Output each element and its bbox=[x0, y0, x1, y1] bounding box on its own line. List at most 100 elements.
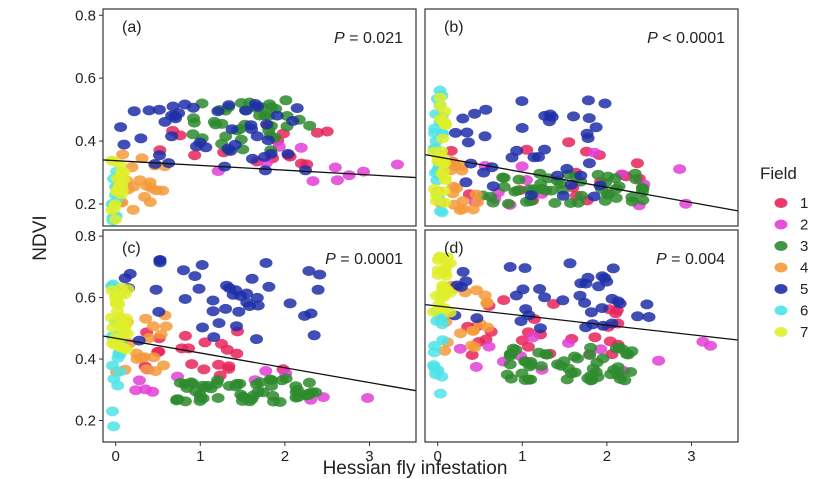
data-point bbox=[138, 191, 152, 202]
x-tick-label: 0 bbox=[434, 448, 442, 465]
data-point bbox=[512, 174, 526, 185]
data-point bbox=[560, 374, 574, 385]
data-point bbox=[220, 344, 234, 355]
data-point bbox=[556, 295, 570, 306]
data-point bbox=[258, 165, 272, 176]
legend-label: 3 bbox=[800, 238, 808, 255]
data-point bbox=[211, 393, 225, 403]
data-point bbox=[595, 303, 609, 314]
data-point bbox=[465, 350, 479, 360]
panel-label: (c) bbox=[122, 240, 141, 257]
data-point bbox=[107, 421, 121, 432]
data-point bbox=[156, 185, 170, 196]
data-point bbox=[152, 104, 166, 115]
legend-swatch bbox=[774, 284, 788, 294]
data-point bbox=[437, 284, 451, 294]
data-point bbox=[478, 131, 492, 142]
data-point bbox=[140, 364, 154, 375]
data-point bbox=[652, 355, 666, 366]
data-point bbox=[470, 313, 484, 324]
data-point bbox=[239, 105, 253, 116]
data-point bbox=[232, 306, 246, 317]
data-point bbox=[178, 330, 192, 341]
data-point bbox=[435, 115, 449, 126]
points-group bbox=[105, 255, 375, 432]
data-point bbox=[222, 381, 236, 391]
data-point bbox=[484, 191, 498, 202]
data-point bbox=[464, 158, 478, 169]
panel-frame bbox=[424, 229, 739, 443]
data-point bbox=[106, 322, 120, 333]
data-point bbox=[435, 207, 449, 218]
data-point bbox=[562, 363, 576, 374]
data-point bbox=[260, 119, 274, 130]
data-point bbox=[301, 390, 315, 400]
x-tick-label: 1 bbox=[518, 448, 526, 465]
legend-swatch bbox=[774, 219, 788, 230]
y-tick-label: 0.6 bbox=[75, 70, 96, 87]
p-value-text: = 0.021 bbox=[345, 30, 403, 47]
data-point bbox=[440, 259, 454, 269]
data-point bbox=[186, 129, 200, 140]
data-point bbox=[286, 116, 300, 126]
data-point bbox=[330, 175, 344, 186]
y-tick-label: 0.2 bbox=[75, 412, 96, 429]
data-point bbox=[578, 297, 592, 308]
data-point bbox=[556, 190, 570, 201]
data-point bbox=[263, 374, 277, 385]
legend-label: 5 bbox=[800, 281, 808, 298]
data-point bbox=[109, 299, 123, 309]
data-point bbox=[198, 337, 212, 348]
data-point bbox=[429, 365, 443, 376]
data-point bbox=[134, 133, 148, 144]
data-point bbox=[433, 388, 447, 399]
data-point bbox=[582, 113, 596, 124]
data-point bbox=[538, 292, 552, 303]
data-point bbox=[159, 321, 173, 332]
data-point bbox=[185, 359, 199, 370]
data-point bbox=[263, 99, 276, 110]
data-point bbox=[567, 111, 580, 122]
data-point bbox=[522, 310, 536, 321]
data-point bbox=[135, 153, 149, 164]
data-point bbox=[190, 141, 203, 152]
data-point bbox=[427, 306, 440, 317]
data-point bbox=[673, 164, 687, 175]
data-point bbox=[196, 322, 209, 333]
data-point bbox=[533, 284, 547, 294]
data-point bbox=[612, 342, 626, 353]
panel-label: (a) bbox=[122, 19, 142, 36]
data-point bbox=[465, 340, 479, 351]
data-point bbox=[534, 361, 548, 372]
data-point bbox=[245, 124, 259, 135]
panel-frame bbox=[102, 229, 417, 443]
y-axis-title: NDVI bbox=[30, 215, 51, 260]
data-point bbox=[261, 135, 275, 146]
data-point bbox=[230, 348, 244, 359]
legend-label: 1 bbox=[800, 195, 808, 212]
data-point bbox=[228, 139, 242, 150]
regression-line bbox=[102, 159, 417, 179]
data-point bbox=[459, 177, 473, 188]
data-point bbox=[303, 120, 317, 131]
data-point bbox=[230, 321, 243, 332]
panel-frame bbox=[102, 8, 417, 227]
panel-label: (d) bbox=[444, 240, 464, 257]
data-point bbox=[510, 145, 524, 156]
legend-swatch bbox=[774, 262, 788, 273]
data-point bbox=[587, 147, 601, 158]
data-point bbox=[539, 349, 553, 360]
data-point bbox=[157, 360, 171, 371]
data-point bbox=[310, 127, 324, 138]
data-point bbox=[186, 102, 200, 113]
data-point bbox=[320, 126, 334, 137]
p-symbol: P bbox=[334, 30, 345, 47]
data-point bbox=[468, 108, 482, 119]
data-point bbox=[434, 314, 448, 325]
data-point bbox=[153, 257, 167, 268]
data-point bbox=[524, 359, 538, 370]
data-point bbox=[592, 281, 606, 292]
data-point bbox=[579, 322, 593, 333]
data-point bbox=[207, 332, 221, 343]
